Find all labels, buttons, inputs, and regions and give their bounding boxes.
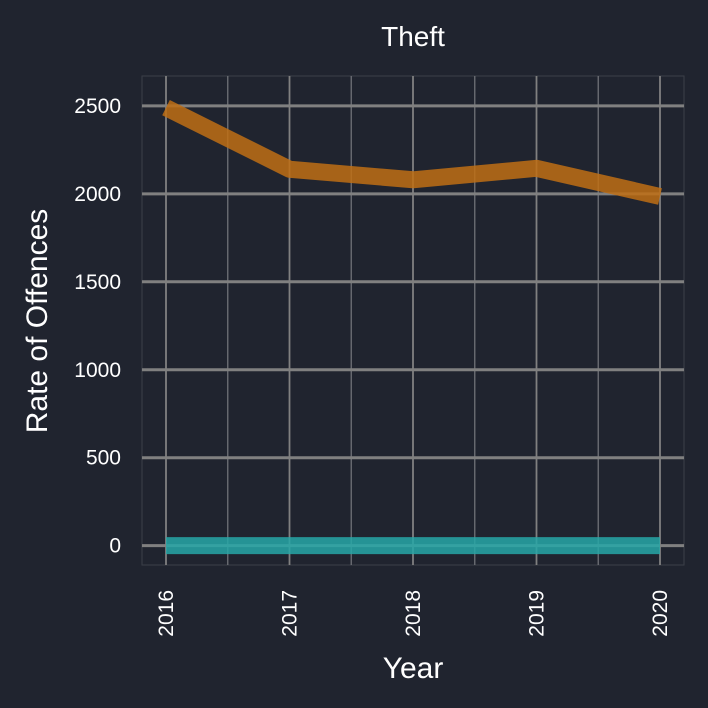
data-point xyxy=(659,195,661,197)
data-point xyxy=(659,545,661,547)
series-line-0 xyxy=(162,100,662,205)
data-point xyxy=(165,545,167,547)
y-tick-label: 2000 xyxy=(74,183,121,206)
series-layer xyxy=(162,100,662,555)
x-tick-label: 2019 xyxy=(526,590,549,637)
y-axis-title: Rate of Offences xyxy=(21,209,54,434)
y-tick-label: 2500 xyxy=(74,95,121,118)
y-tick-label: 1000 xyxy=(74,359,121,382)
data-point xyxy=(289,168,291,170)
x-tick-label: 2016 xyxy=(155,590,178,637)
x-axis-title: Year xyxy=(383,652,444,685)
x-tick-label: 2020 xyxy=(649,590,672,637)
y-tick-label: 500 xyxy=(86,447,121,470)
data-point xyxy=(536,545,538,547)
x-axis-ticks: 2016 2017 2018 2019 2020 xyxy=(155,590,672,637)
y-tick-label: 0 xyxy=(109,535,121,558)
data-point xyxy=(412,179,414,181)
x-tick-label: 2018 xyxy=(402,590,425,637)
data-point xyxy=(536,167,538,169)
y-axis-ticks: 0 500 1000 1500 2000 2500 xyxy=(74,95,121,558)
grid xyxy=(141,75,685,566)
y-tick-label: 1500 xyxy=(74,271,121,294)
chart-title: Theft xyxy=(381,21,445,52)
data-point xyxy=(412,545,414,547)
data-point xyxy=(289,545,291,547)
data-point xyxy=(165,107,167,109)
x-tick-label: 2017 xyxy=(279,590,302,637)
